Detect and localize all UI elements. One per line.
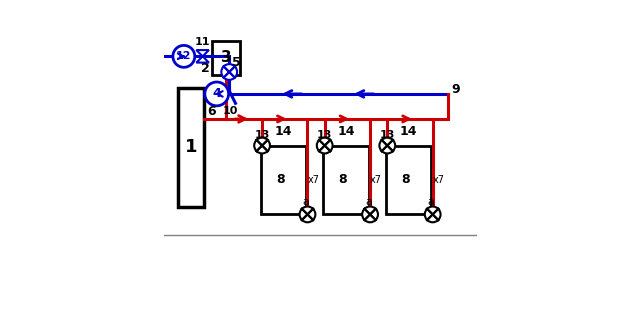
- Circle shape: [300, 207, 316, 222]
- Circle shape: [380, 138, 395, 153]
- Text: x7: x7: [433, 175, 445, 185]
- Text: a: a: [303, 197, 309, 207]
- Text: x7: x7: [307, 175, 319, 185]
- Polygon shape: [196, 50, 209, 56]
- Text: 8: 8: [401, 173, 410, 187]
- Text: 8: 8: [339, 173, 347, 187]
- Text: 4: 4: [212, 87, 221, 100]
- Text: 6: 6: [208, 105, 216, 118]
- Circle shape: [425, 207, 440, 222]
- Bar: [177, 88, 204, 207]
- Circle shape: [173, 45, 195, 67]
- Text: a: a: [428, 197, 435, 207]
- Text: 3: 3: [221, 50, 232, 65]
- Circle shape: [205, 82, 228, 106]
- Text: 14: 14: [275, 125, 292, 138]
- Text: 11: 11: [195, 37, 211, 47]
- Text: 14: 14: [337, 125, 355, 138]
- Text: x7: x7: [370, 175, 382, 185]
- Text: 9: 9: [451, 83, 460, 96]
- Circle shape: [317, 138, 333, 153]
- Bar: [323, 146, 369, 214]
- Text: 8: 8: [276, 173, 284, 187]
- Text: 13: 13: [255, 130, 270, 140]
- Text: 1: 1: [184, 138, 197, 156]
- Text: 12: 12: [176, 51, 191, 61]
- Text: 5: 5: [232, 56, 241, 69]
- Bar: [212, 41, 240, 75]
- Text: 13: 13: [317, 130, 332, 140]
- Circle shape: [254, 138, 270, 153]
- Circle shape: [362, 207, 378, 222]
- Circle shape: [221, 64, 237, 80]
- Bar: [386, 146, 431, 214]
- Text: a: a: [365, 197, 372, 207]
- Bar: [260, 146, 306, 214]
- Text: 13: 13: [380, 130, 395, 140]
- Text: 2: 2: [202, 62, 210, 75]
- Polygon shape: [196, 56, 209, 63]
- Text: 14: 14: [399, 125, 417, 138]
- Text: 10: 10: [223, 106, 239, 116]
